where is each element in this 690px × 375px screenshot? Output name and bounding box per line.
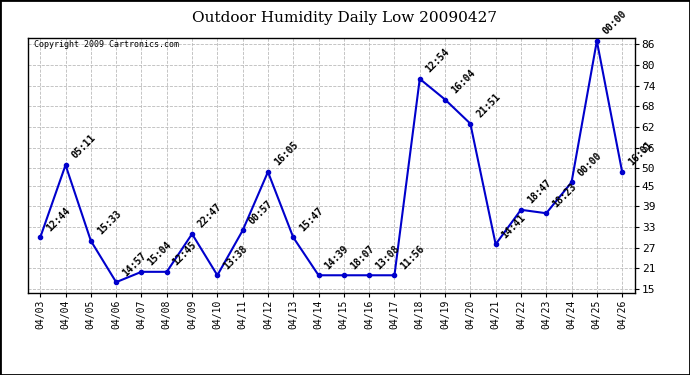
Text: 12:45: 12:45 — [171, 240, 199, 268]
Text: 11:56: 11:56 — [399, 243, 426, 271]
Text: 18:23: 18:23 — [551, 181, 578, 209]
Text: 13:38: 13:38 — [221, 243, 249, 271]
Text: 16:01: 16:01 — [627, 140, 654, 168]
Text: 05:11: 05:11 — [70, 133, 97, 161]
Text: 21:51: 21:51 — [475, 92, 502, 120]
Text: 16:04: 16:04 — [449, 68, 477, 95]
Text: 13:08: 13:08 — [373, 243, 401, 271]
Text: 15:33: 15:33 — [95, 209, 123, 237]
Text: 15:04: 15:04 — [146, 240, 173, 268]
Text: 00:57: 00:57 — [247, 198, 275, 226]
Text: 00:00: 00:00 — [601, 9, 629, 37]
Text: 14:39: 14:39 — [323, 243, 351, 271]
Text: 14:41: 14:41 — [500, 212, 528, 240]
Text: 12:44: 12:44 — [44, 206, 72, 233]
Text: 15:47: 15:47 — [297, 206, 325, 233]
Text: Copyright 2009 Cartronics.com: Copyright 2009 Cartronics.com — [34, 40, 179, 49]
Text: 22:47: 22:47 — [196, 202, 224, 230]
Text: 12:54: 12:54 — [424, 47, 452, 75]
Text: 18:07: 18:07 — [348, 243, 376, 271]
Text: 00:00: 00:00 — [575, 150, 604, 178]
Text: 16:05: 16:05 — [272, 140, 300, 168]
Text: Outdoor Humidity Daily Low 20090427: Outdoor Humidity Daily Low 20090427 — [193, 11, 497, 25]
Text: 18:47: 18:47 — [525, 178, 553, 206]
Text: 14:57: 14:57 — [120, 250, 148, 278]
